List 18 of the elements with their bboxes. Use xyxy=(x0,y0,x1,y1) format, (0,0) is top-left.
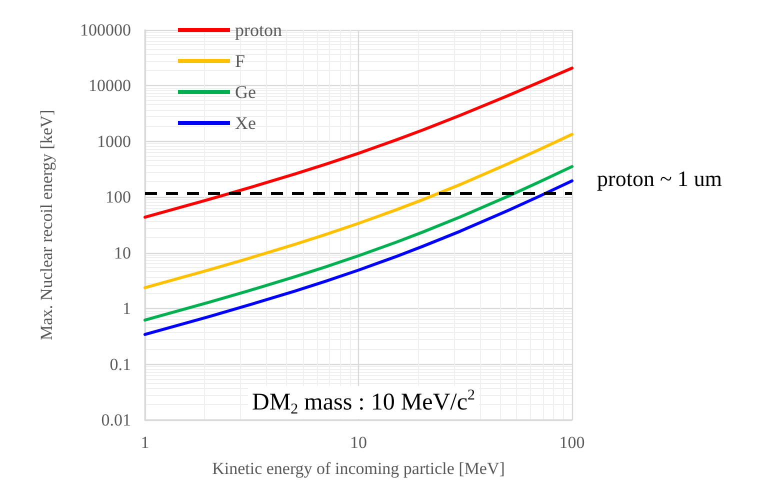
y-tick-label: 0.01 xyxy=(101,410,131,430)
legend-label: F xyxy=(235,51,246,71)
y-tick-label: 10 xyxy=(114,243,131,262)
legend-label: Ge xyxy=(235,82,256,102)
y-axis-title: Max. Nuclear recoil energy [keV] xyxy=(37,110,56,340)
y-tick-label: 100 xyxy=(106,188,131,207)
x-tick-label: 1 xyxy=(140,433,150,452)
x-tick-label: 10 xyxy=(350,433,367,452)
y-tick-label: 1000 xyxy=(97,132,131,151)
x-axis-title: Kinetic energy of incoming particle [MeV] xyxy=(212,459,505,478)
ref-line-label: proton ~ 1 um xyxy=(597,166,722,191)
y-tick-label: 1 xyxy=(122,299,131,318)
y-tick-label: 100000 xyxy=(80,20,131,40)
x-tick-label: 100 xyxy=(559,433,585,452)
legend-label: proton xyxy=(235,20,282,40)
legend-label: Xe xyxy=(235,113,256,133)
y-tick-label: 10000 xyxy=(88,76,131,96)
y-tick-label: 0.1 xyxy=(110,354,131,374)
